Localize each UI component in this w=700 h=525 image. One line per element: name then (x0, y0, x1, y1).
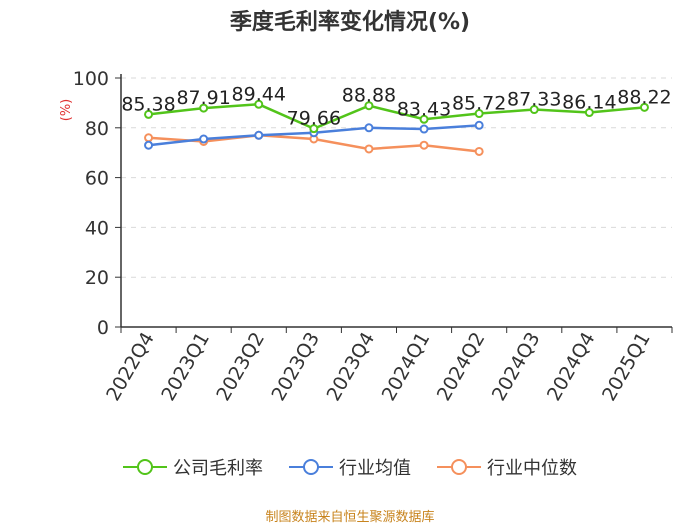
series-point (529, 105, 539, 115)
x-tick-label: 2024Q3 (488, 329, 545, 405)
data-label: 88.88 (342, 85, 396, 107)
x-tick-label: 2023Q1 (157, 329, 214, 405)
series-point (309, 124, 319, 134)
y-tick-label: 80 (85, 118, 109, 140)
legend-company-icon (123, 459, 167, 475)
series-point (474, 146, 484, 156)
series-point (419, 124, 429, 134)
legend-label-industry-avg: 行业均值 (339, 458, 411, 479)
data-label: 85.38 (121, 93, 175, 115)
series-line (148, 103, 645, 131)
series-point (584, 108, 594, 118)
y-tick-label: 0 (97, 317, 109, 339)
series-point (199, 134, 209, 144)
y-tick-label: 20 (85, 267, 109, 289)
data-label: 87.33 (507, 89, 561, 111)
data-label: 87.91 (176, 87, 230, 109)
series-point (419, 114, 429, 124)
series-point (419, 140, 429, 150)
legend-item-industry-median[interactable]: 行业中位数 (437, 454, 577, 480)
data-label: 85.72 (452, 93, 506, 115)
y-tick-label: 100 (73, 68, 109, 90)
series-point (144, 140, 154, 150)
data-label: 88.22 (617, 86, 671, 108)
x-tick-label: 2024Q2 (433, 329, 490, 405)
series-point (474, 120, 484, 130)
source-note: 制图数据来自恒生聚源数据库 (265, 510, 435, 525)
data-label: 83.43 (397, 98, 451, 120)
series-point (144, 133, 154, 143)
legend-item-industry-avg[interactable]: 行业均值 (289, 454, 411, 480)
legend-label-industry-median: 行业中位数 (487, 458, 577, 479)
axis-layer: 020406080100(%)2022Q42023Q12023Q22023Q32… (59, 68, 673, 405)
legend-industry-avg-icon (289, 459, 333, 475)
y-tick-label: 60 (85, 168, 109, 190)
series-point (474, 109, 484, 119)
x-tick-label: 2023Q2 (212, 329, 269, 405)
series-point (254, 99, 264, 109)
x-tick-label: 2024Q4 (543, 329, 600, 405)
legend-label-company: 公司毛利率 (173, 458, 263, 479)
chart-title: 季度毛利率变化情况(%) (229, 10, 471, 35)
x-tick-label: 2023Q3 (267, 329, 324, 405)
x-tick-label: 2023Q4 (323, 329, 380, 405)
x-tick-label: 2025Q1 (598, 329, 655, 405)
x-tick-label: 2024Q1 (378, 329, 435, 405)
series-layer (144, 99, 649, 156)
y-tick-label: 40 (85, 217, 109, 239)
series-point (364, 144, 374, 154)
series-point (364, 123, 374, 133)
y-axis-unit: (%) (59, 99, 74, 122)
data-label: 79.66 (287, 108, 341, 130)
data-label: 89.44 (232, 83, 286, 105)
legend-item-company[interactable]: 公司毛利率 (123, 454, 263, 480)
grid-layer (121, 77, 672, 278)
legend-industry-median-icon (437, 459, 481, 475)
series-point (199, 103, 209, 113)
data-label: 86.14 (562, 92, 616, 114)
series-point (254, 130, 264, 140)
x-tick-label: 2022Q4 (102, 329, 159, 405)
series-point (364, 101, 374, 111)
series-point (639, 102, 649, 112)
legend: 公司毛利率 行业均值 行业中位数 (0, 454, 700, 480)
series-point (144, 109, 154, 119)
